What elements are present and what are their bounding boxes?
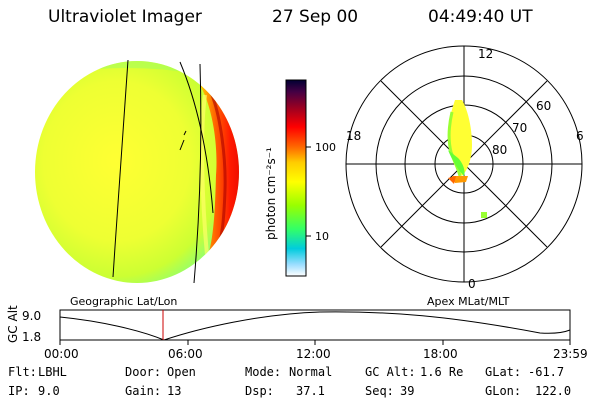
mlat-label-60: 60 xyxy=(536,99,552,113)
altitude-ytick-max: 9.0 xyxy=(22,309,42,323)
instrument-title: Ultraviolet Imager xyxy=(48,7,202,27)
altitude-axis-title: GC Alt xyxy=(6,305,20,343)
glon-value: 122.0 xyxy=(535,384,572,398)
door-label: Door: xyxy=(125,365,162,379)
dsp-value: 37.1 xyxy=(296,384,325,398)
uv-earth-disk xyxy=(35,59,239,284)
altitude-xtick-1200: 12:00 xyxy=(296,347,331,361)
mlt-label-6: 6 xyxy=(576,129,584,143)
mlat-label-80: 80 xyxy=(492,143,508,157)
mode-label: Mode: xyxy=(245,365,282,379)
glon-label: GLon: xyxy=(485,384,522,398)
colorbar-unit-label: photon cm⁻²s⁻¹ xyxy=(264,147,278,240)
coastline-fragment xyxy=(183,130,187,136)
altitude-xtick-0000: 00:00 xyxy=(44,347,79,361)
dsp-label: Dsp: xyxy=(245,384,274,398)
mlt-label-0: 0 xyxy=(468,277,476,291)
mlt-label-18: 18 xyxy=(346,129,362,143)
ip-value: 9.0 xyxy=(38,384,60,398)
polar-blob xyxy=(481,212,487,218)
geographic-label: Geographic Lat/Lon xyxy=(70,295,178,308)
colorbar-tick-label-100: 100 xyxy=(315,141,336,154)
gcalt-label: GC Alt: xyxy=(365,365,416,379)
meridian-line xyxy=(193,63,202,284)
seq-label: Seq: xyxy=(365,384,394,398)
seq-value: 39 xyxy=(400,384,415,398)
altitude-xtick-1800: 18:00 xyxy=(423,347,458,361)
meridian-line xyxy=(112,59,129,278)
polar-auroral-oval xyxy=(447,100,487,218)
coastline-fragment xyxy=(179,139,185,151)
mlt-label-12: 12 xyxy=(478,47,494,61)
door-value: Open xyxy=(167,365,196,379)
flt-label: Flt: xyxy=(8,365,37,379)
altitude-ytick-min: 1.8 xyxy=(22,330,42,344)
gain-value: 13 xyxy=(167,384,182,398)
mode-value: Normal xyxy=(289,365,333,379)
date-label: 27 Sep 00 xyxy=(272,7,359,27)
altitude-xtick-2359: 23:59 xyxy=(553,347,588,361)
mlat-label-70: 70 xyxy=(512,121,528,135)
altitude-plot xyxy=(59,309,571,345)
altitude-xtick-0600: 06:00 xyxy=(168,347,203,361)
ip-label: IP: xyxy=(8,384,30,398)
altitude-curve xyxy=(59,311,571,341)
flt-value: LBHL xyxy=(38,365,67,379)
gain-label: Gain: xyxy=(125,384,162,398)
glat-label: GLat: xyxy=(485,365,522,379)
gcalt-value: 1.6 Re xyxy=(420,365,464,379)
time-label: 04:49:40 UT xyxy=(428,7,533,27)
colorbar xyxy=(285,79,311,277)
colorbar-tick-label-10: 10 xyxy=(315,230,329,243)
apex-label: Apex MLat/MLT xyxy=(427,295,510,308)
glat-value: -61.7 xyxy=(528,365,565,379)
